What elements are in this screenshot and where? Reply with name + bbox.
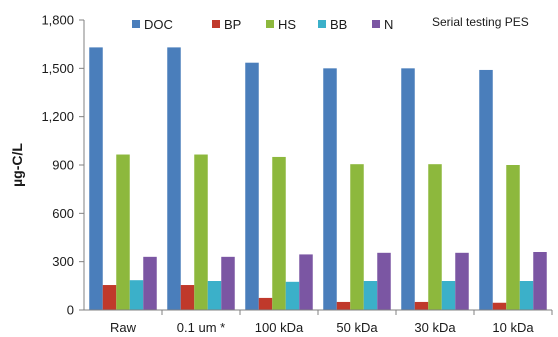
bar-n [377, 252, 391, 310]
y-tick-label: 1,800 [41, 13, 74, 28]
x-tick-label: 50 kDa [336, 320, 378, 335]
legend-label-bp: BP [224, 17, 241, 32]
bar-doc [245, 62, 259, 310]
bar-bb [363, 281, 378, 310]
legend-label-hs: HS [278, 17, 296, 32]
bar-bb [285, 281, 300, 310]
y-tick-label: 900 [52, 158, 74, 173]
bar-doc [89, 47, 103, 311]
bar-doc [479, 69, 493, 310]
x-tick-label: 30 kDa [414, 320, 456, 335]
bar-n [533, 252, 547, 310]
bar-bb [519, 281, 534, 310]
y-axis-ticks: 0 300 600 900 1,200 1,500 1,800 [41, 13, 84, 318]
y-axis-label: µg-C/L [9, 143, 25, 187]
bar-bp [414, 301, 429, 310]
bar-hs [506, 165, 520, 310]
bar-bp [102, 285, 117, 310]
y-tick-label: 600 [52, 206, 74, 221]
bar-hs [116, 154, 130, 310]
bar-n [143, 256, 157, 310]
bar-n [221, 256, 235, 310]
legend-swatch-hs [266, 20, 274, 28]
bar-bb [207, 281, 222, 310]
bar-bp [180, 285, 195, 310]
y-tick-label: 0 [67, 303, 74, 318]
x-tick-label: 0.1 um * [177, 320, 225, 335]
bar-bb [441, 281, 456, 310]
bar-bp [492, 302, 507, 310]
legend-swatch-n [372, 20, 380, 28]
bar-doc [167, 47, 181, 311]
legend-label-bb: BB [330, 17, 347, 32]
x-axis-ticks: Raw 0.1 um * 100 kDa 50 kDa 30 kDa 10 kDa [110, 310, 553, 335]
bar-doc [401, 68, 415, 310]
bar-n [455, 252, 469, 310]
x-tick-label: 10 kDa [492, 320, 534, 335]
x-tick-label: Raw [110, 320, 137, 335]
legend-label-doc: DOC [144, 17, 173, 32]
bar-hs [194, 154, 208, 310]
y-tick-label: 1,500 [41, 61, 74, 76]
chart-annotation: Serial testing PES [432, 15, 529, 29]
bar-bb [129, 280, 144, 310]
bar-bp [258, 297, 273, 310]
legend-swatch-bb [318, 20, 326, 28]
y-tick-label: 1,200 [41, 109, 74, 124]
y-tick-label: 300 [52, 254, 74, 269]
legend: DOC BP HS BB N [132, 17, 393, 32]
bar-hs [428, 164, 442, 310]
legend-label-n: N [384, 17, 393, 32]
legend-swatch-bp [212, 20, 220, 28]
x-tick-label: 100 kDa [255, 320, 304, 335]
bar-hs [350, 164, 364, 310]
bars-group [89, 47, 547, 311]
bar-n [299, 254, 313, 310]
bar-bp [336, 301, 351, 310]
bar-doc [323, 68, 337, 310]
legend-swatch-doc [132, 20, 140, 28]
bar-hs [272, 156, 286, 310]
